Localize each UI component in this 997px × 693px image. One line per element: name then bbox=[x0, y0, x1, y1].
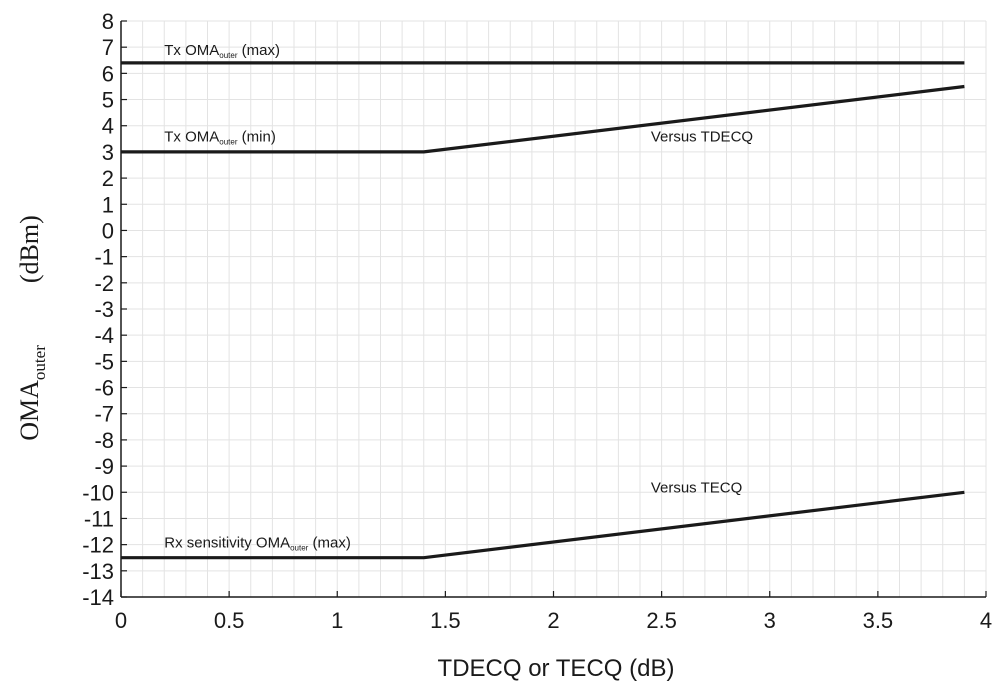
x-tick-label: 4 bbox=[980, 608, 992, 633]
x-tick-label: 1 bbox=[331, 608, 343, 633]
svg-text:OMAouter(dBm): OMAouter (dBm) bbox=[15, 215, 49, 441]
y-tick-label: -2 bbox=[94, 271, 114, 296]
y-tick-label: -11 bbox=[84, 506, 114, 531]
annotation-suffix: (max) bbox=[308, 534, 351, 551]
annotation-text: Tx OMA bbox=[164, 128, 219, 145]
x-tick-labels: 0 0.5 1 1.5 2 2.5 3 3.5 4 bbox=[115, 608, 992, 633]
annotation-label: Versus TDECQ bbox=[651, 128, 753, 145]
y-tick-label: -14 bbox=[82, 585, 114, 610]
x-tick-label: 1.5 bbox=[430, 608, 461, 633]
y-tick-label: -8 bbox=[94, 428, 114, 453]
annotation-suffix: (max) bbox=[237, 42, 280, 59]
x-axis-title: TDECQ or TECQ (dB) bbox=[438, 655, 675, 682]
y-axis-title-sub: outer bbox=[30, 345, 49, 380]
y-tick-label: -4 bbox=[94, 323, 114, 348]
x-tick-label: 2.5 bbox=[646, 608, 677, 633]
annotation-text: Rx sensitivity OMA bbox=[164, 534, 290, 551]
y-tick-label: -10 bbox=[82, 480, 114, 505]
y-tick-label: -3 bbox=[94, 297, 114, 322]
y-axis-title: OMAouter (dBm) bbox=[15, 215, 49, 441]
x-tick-label: 2 bbox=[547, 608, 559, 633]
y-tick-label: -6 bbox=[94, 376, 114, 401]
annotation-label: Tx OMAouter (min) bbox=[164, 128, 276, 146]
annotation-text: Versus TECQ bbox=[651, 479, 742, 496]
y-tick-label: 6 bbox=[102, 61, 114, 86]
annotation-subscript: outer bbox=[290, 543, 309, 552]
annotation-label: Rx sensitivity OMAouter (max) bbox=[164, 534, 351, 552]
y-tick-label: -1 bbox=[94, 245, 114, 270]
y-tick-label: 8 bbox=[102, 9, 114, 34]
y-tick-label: 0 bbox=[102, 218, 114, 243]
y-tick-label: -13 bbox=[82, 559, 114, 584]
y-tick-labels: 876543210-1-2-3-4-5-6-7-8-9-10-11-12-13-… bbox=[82, 9, 114, 610]
y-tick-label: 4 bbox=[102, 114, 114, 139]
x-tick-label: 0.5 bbox=[214, 608, 245, 633]
y-axis-title-main: OMA bbox=[15, 380, 44, 441]
y-tick-label: 3 bbox=[102, 140, 114, 165]
y-tick-label: -9 bbox=[94, 454, 114, 479]
y-tick-label: -5 bbox=[94, 349, 114, 374]
annotation-text: Tx OMA bbox=[164, 42, 219, 59]
y-tick-label: 1 bbox=[102, 192, 114, 217]
y-tick-label: -12 bbox=[82, 533, 114, 558]
x-tick-label: 3 bbox=[764, 608, 776, 633]
annotations: Tx OMAouter (max)Tx OMAouter (min)Versus… bbox=[164, 42, 753, 552]
annotation-suffix: (min) bbox=[237, 128, 275, 145]
x-tick-label: 0 bbox=[115, 608, 127, 633]
annotation-subscript: outer bbox=[219, 51, 238, 60]
annotation-subscript: outer bbox=[219, 137, 238, 146]
annotation-text: Versus TDECQ bbox=[651, 128, 753, 145]
annotation-label: Versus TECQ bbox=[651, 479, 742, 496]
x-tick-label: 3.5 bbox=[863, 608, 894, 633]
y-tick-label: 7 bbox=[102, 35, 114, 60]
annotation-label: Tx OMAouter (max) bbox=[164, 42, 280, 60]
y-axis-title-unit: (dBm) bbox=[15, 215, 44, 283]
grid bbox=[121, 21, 986, 597]
y-tick-label: -7 bbox=[94, 402, 114, 427]
y-tick-label: 2 bbox=[102, 166, 114, 191]
y-tick-label: 5 bbox=[102, 88, 114, 113]
